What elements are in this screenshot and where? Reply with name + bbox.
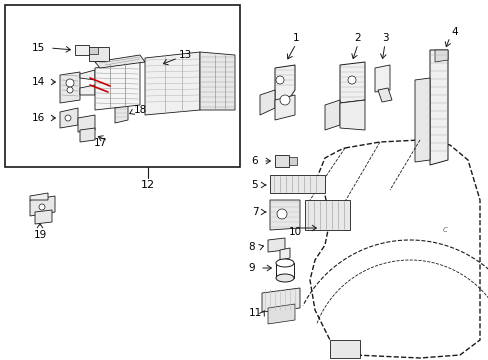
Polygon shape	[60, 72, 80, 103]
Polygon shape	[267, 304, 294, 324]
Polygon shape	[377, 88, 391, 102]
Text: 13: 13	[178, 50, 191, 60]
Text: 15: 15	[31, 43, 44, 53]
Polygon shape	[339, 100, 364, 130]
Polygon shape	[260, 90, 274, 115]
Bar	[269, 175, 325, 193]
Text: 3: 3	[381, 33, 387, 43]
Circle shape	[66, 79, 74, 87]
Text: 16: 16	[31, 113, 44, 123]
Polygon shape	[200, 52, 235, 110]
Polygon shape	[80, 85, 95, 95]
Circle shape	[275, 76, 284, 84]
Bar	[75, 45, 89, 55]
Polygon shape	[434, 50, 447, 62]
Text: 12: 12	[141, 180, 155, 190]
Polygon shape	[35, 210, 52, 224]
Polygon shape	[60, 108, 78, 128]
Polygon shape	[329, 340, 359, 358]
Ellipse shape	[275, 259, 293, 267]
Bar	[89, 47, 98, 54]
Polygon shape	[414, 78, 429, 162]
Circle shape	[65, 115, 71, 121]
Polygon shape	[374, 65, 389, 92]
Polygon shape	[339, 62, 364, 103]
Polygon shape	[429, 50, 447, 165]
Polygon shape	[280, 248, 289, 260]
Polygon shape	[309, 140, 479, 358]
Ellipse shape	[275, 274, 293, 282]
Polygon shape	[78, 115, 95, 132]
Polygon shape	[115, 105, 128, 123]
Text: 9: 9	[248, 263, 255, 273]
Text: 17: 17	[93, 138, 106, 148]
Text: 1: 1	[292, 33, 299, 43]
Polygon shape	[267, 238, 285, 252]
Text: C: C	[442, 227, 447, 233]
Circle shape	[280, 95, 289, 105]
Polygon shape	[95, 55, 145, 68]
Bar	[274, 155, 288, 167]
Polygon shape	[325, 100, 339, 130]
Text: 19: 19	[33, 230, 46, 240]
Polygon shape	[30, 196, 55, 216]
Bar	[275, 263, 293, 278]
Text: 18: 18	[133, 105, 146, 115]
Text: 6: 6	[251, 156, 258, 166]
Text: 8: 8	[248, 242, 255, 252]
Bar	[305, 200, 349, 230]
Bar	[89, 47, 109, 61]
Polygon shape	[95, 62, 140, 110]
Polygon shape	[145, 52, 200, 115]
Polygon shape	[80, 70, 95, 80]
Polygon shape	[269, 200, 299, 230]
Circle shape	[67, 87, 73, 93]
Bar	[5, 5, 240, 167]
Text: 10: 10	[288, 227, 301, 237]
Polygon shape	[262, 288, 299, 312]
Text: 11: 11	[248, 308, 261, 318]
Circle shape	[39, 204, 45, 210]
Text: 4: 4	[451, 27, 457, 37]
Text: 5: 5	[251, 180, 258, 190]
Text: 7: 7	[251, 207, 258, 217]
Polygon shape	[274, 65, 294, 105]
Polygon shape	[274, 95, 294, 120]
Circle shape	[276, 209, 286, 219]
Circle shape	[347, 76, 355, 84]
Polygon shape	[30, 193, 48, 200]
Bar	[288, 157, 296, 165]
Text: 2: 2	[354, 33, 361, 43]
Text: 14: 14	[31, 77, 44, 87]
Polygon shape	[80, 128, 95, 142]
